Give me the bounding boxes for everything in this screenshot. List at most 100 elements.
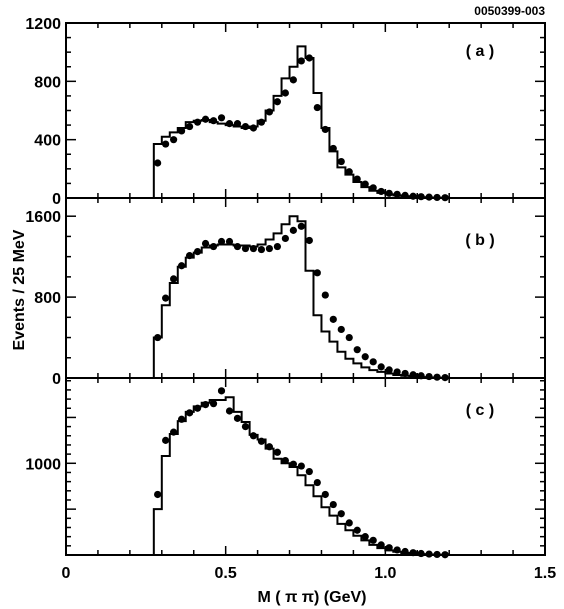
a-data-point <box>193 118 202 126</box>
b-data-point <box>185 252 194 260</box>
c-data-point <box>249 432 258 440</box>
b-data-point <box>162 294 170 302</box>
a-data-point <box>361 180 369 188</box>
c-data-point <box>162 436 170 444</box>
c-data-point <box>170 428 178 436</box>
panel-b-data-points <box>154 222 449 382</box>
b-data-point <box>193 247 202 256</box>
panel-a-y-tick-labels: 0 400 800 1200 <box>25 16 61 208</box>
panel-c-data-points <box>154 387 449 559</box>
b-data-point <box>337 325 345 334</box>
c-data-point <box>297 462 305 470</box>
figure-id: 0050399-003 <box>474 4 545 18</box>
a-data-point <box>265 108 274 116</box>
y-axis-title: Events / 25 MeV <box>11 229 28 350</box>
panel-c-histogram <box>66 396 545 556</box>
c-data-point <box>329 500 337 509</box>
a-data-point <box>385 189 393 197</box>
b-data-point <box>369 358 377 366</box>
a-data-point <box>313 103 321 112</box>
c-data-point <box>241 423 250 431</box>
c-data-point <box>385 544 393 552</box>
a-data-point <box>297 57 305 65</box>
panel-b-y-tick-labels: 0 800 1600 <box>25 209 61 388</box>
panel-a-ticks <box>65 22 546 199</box>
c-data-point <box>305 467 313 476</box>
b-data-point <box>305 236 313 245</box>
b-data-point <box>209 242 218 251</box>
b-data-point <box>225 237 234 246</box>
b-data-point <box>170 275 178 283</box>
c-data-point <box>265 443 274 451</box>
b-data-point <box>297 222 305 230</box>
c-data-point <box>441 551 449 559</box>
c-data-point <box>353 526 361 534</box>
c-data-point <box>433 550 441 559</box>
a-data-point <box>369 184 377 192</box>
b-data-point <box>233 242 242 251</box>
b-data-point <box>329 315 337 323</box>
a-y-tick-label: 0 <box>52 191 61 208</box>
b-data-point <box>273 242 281 251</box>
c-y-tick-label: 1000 <box>25 456 61 473</box>
a-data-point <box>233 120 242 128</box>
a-data-point <box>329 144 337 153</box>
panel-c-y-tick-labels: 1000 <box>25 456 61 473</box>
c-data-point <box>217 387 226 395</box>
b-data-point <box>281 234 289 243</box>
c-data-point <box>193 404 202 412</box>
x-axis-title: M ( π π) (GeV) <box>258 589 367 606</box>
c-data-point <box>377 541 385 549</box>
a-data-point <box>185 122 194 131</box>
b-data-point <box>257 245 266 254</box>
c-data-point <box>401 547 409 556</box>
x-tick-labels: 0 0.5 1.0 1.5 <box>62 565 557 582</box>
c-data-point <box>393 546 401 554</box>
c-data-point <box>185 409 194 417</box>
a-data-point <box>241 122 250 131</box>
c-data-point <box>281 456 289 465</box>
b-data-point <box>313 269 321 277</box>
a-data-point <box>154 159 162 167</box>
c-data-point <box>154 490 162 499</box>
b-data-point <box>321 291 329 299</box>
c-data-point <box>409 549 417 557</box>
b-data-point <box>154 333 162 342</box>
a-data-point <box>273 98 281 106</box>
panel-a-histogram <box>66 45 545 199</box>
a-y-tick-label: 1200 <box>25 16 61 33</box>
c-data-point <box>233 414 242 422</box>
c-data-point <box>225 407 234 415</box>
a-data-point <box>305 54 313 62</box>
a-data-point <box>393 190 401 198</box>
b-data-point <box>353 346 361 354</box>
panel-a-data-points <box>154 54 449 202</box>
a-data-point <box>209 117 218 125</box>
b-data-point <box>409 371 417 379</box>
panel-c: 1000 ( c ) <box>25 377 546 559</box>
panel-c-frame <box>65 377 546 556</box>
b-data-point <box>265 244 274 253</box>
x-tick-label: 0 <box>62 565 71 582</box>
a-data-point <box>321 125 329 134</box>
c-data-point <box>209 400 218 408</box>
a-data-point <box>417 193 425 201</box>
a-data-point <box>281 89 289 97</box>
a-data-point <box>201 115 210 123</box>
a-y-tick-label: 400 <box>34 133 61 150</box>
a-data-point <box>170 136 178 144</box>
b-y-tick-label: 1600 <box>25 209 61 226</box>
c-data-point <box>177 415 186 423</box>
a-data-point <box>337 157 345 166</box>
c-data-point <box>257 437 266 445</box>
a-data-point <box>289 76 297 84</box>
b-data-point <box>345 333 353 342</box>
c-data-point <box>417 549 425 558</box>
panel-b-label: ( b ) <box>465 232 494 249</box>
a-data-point <box>177 127 186 135</box>
a-data-point <box>217 114 226 122</box>
b-data-point <box>425 372 433 381</box>
a-y-tick-label: 800 <box>34 74 61 91</box>
b-data-point <box>241 244 250 253</box>
